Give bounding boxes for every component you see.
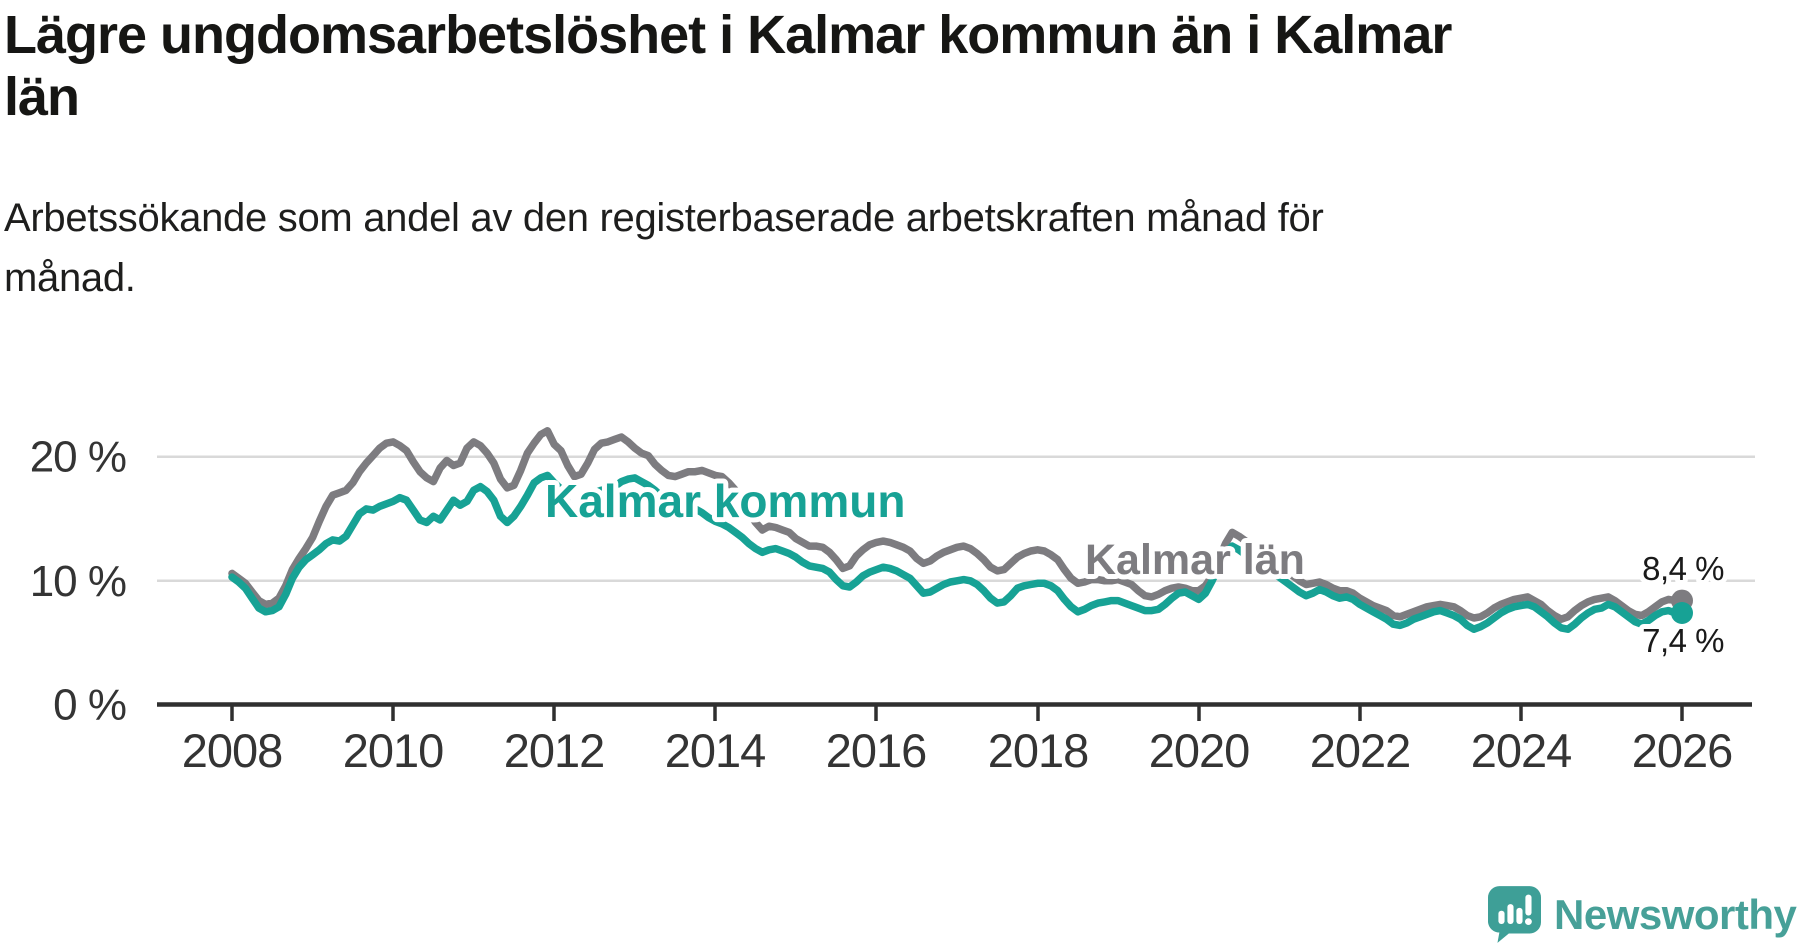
logo-exclamation-dot [1525,918,1532,926]
x-axis-label: 2022 [1310,724,1411,777]
chart-subtitle: Arbetssökande som andel av den registerb… [4,188,1764,308]
series-line-lan [228,427,1686,623]
logo-bar-3 [1516,907,1523,924]
series-label-kommun: Kalmar kommun [545,475,905,527]
y-axis-labels: 0 % 10 % 20 % [30,433,127,730]
end-value-label-kommun: 7,4 % [1642,622,1724,659]
chart-title: Lägre ungdomsarbetslöshet i Kalmar kommu… [4,4,1764,128]
y-axis-label-20: 20 % [30,433,126,482]
logo-bar-1 [1498,910,1505,924]
x-axis-label: 2026 [1632,724,1733,777]
x-axis-label: 2014 [665,724,766,777]
x-axis-label: 2018 [988,724,1089,777]
x-axis-label: 2016 [826,724,927,777]
series-line-kommun [228,471,1686,633]
x-axis-label: 2024 [1471,724,1572,777]
y-axis-label-10: 10 % [30,557,126,606]
chart-subtitle-line-1: Arbetssökande som andel av den registerb… [4,196,1324,240]
chart-subtitle-line-2: månad. [4,256,136,300]
chart-title-line-1: Lägre ungdomsarbetslöshet i Kalmar kommu… [4,5,1452,65]
series-label-lan: Kalmar län [1085,536,1305,584]
x-axis-label: 2020 [1149,724,1250,777]
y-axis-label-0: 0 % [53,681,126,730]
logo-bar-2 [1507,904,1514,924]
series-end-dot-kommun [1671,602,1693,624]
x-axis-label: 2008 [182,724,283,777]
x-axis-label: 2010 [343,724,444,777]
chart-title-line-2: län [4,67,80,127]
newsworthy-logo-icon [1488,886,1541,943]
speech-bubble-shape [1488,886,1541,943]
x-axis-ticks [230,706,1684,721]
x-axis-labels: 2008 2010 2012 2014 2016 2018 2020 2022 … [182,724,1734,777]
x-axis-label: 2012 [504,724,605,777]
end-value-label-lan: 8,4 % [1642,550,1724,587]
brand-footer: Newsworthy [1488,886,1797,944]
brand-name: Newsworthy [1554,891,1797,938]
logo-exclamation-bar [1525,894,1532,916]
